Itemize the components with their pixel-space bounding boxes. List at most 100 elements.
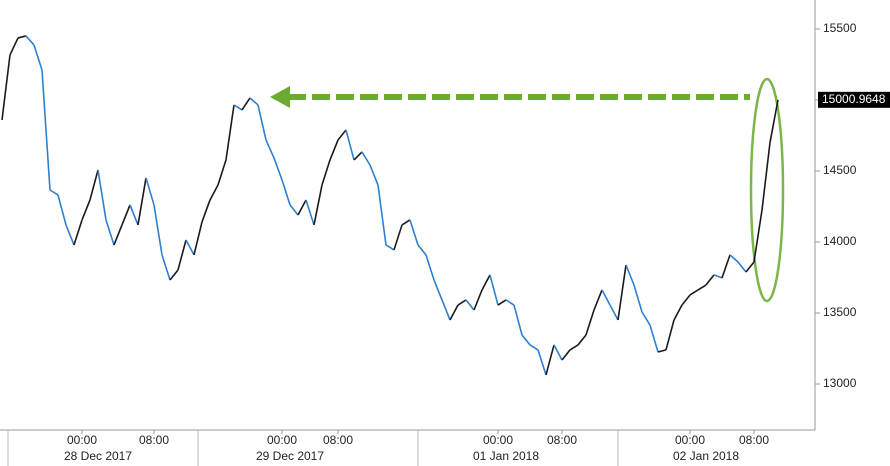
price-segment: [369, 164, 379, 186]
price-segment: [697, 284, 707, 291]
price-segment: [681, 294, 691, 306]
price-segment: [497, 299, 507, 306]
date-label: 28 Dec 2017: [64, 449, 132, 463]
price-segment: [169, 269, 179, 281]
price-segment: [649, 324, 659, 353]
price-segment: [17, 35, 27, 39]
price-segment: [137, 177, 147, 226]
price-segment: [89, 169, 99, 201]
price-segment: [353, 151, 363, 161]
price-segment: [65, 224, 75, 246]
price-segment: [81, 199, 91, 221]
price-segment: [241, 97, 251, 111]
price-segment: [537, 349, 547, 376]
price-segment: [417, 244, 427, 256]
price-segment: [505, 299, 515, 306]
x-tick-label: 08:00: [139, 433, 169, 447]
price-segment: [745, 261, 755, 273]
price-segment: [753, 209, 763, 263]
price-segment: [377, 184, 387, 246]
price-segment: [433, 279, 443, 301]
y-tick-label: 14000: [823, 234, 857, 248]
price-segment: [441, 299, 451, 321]
date-label: 01 Jan 2018: [473, 449, 539, 463]
price-segment: [761, 142, 771, 211]
price-segment: [121, 204, 131, 226]
price-segment: [185, 239, 195, 256]
price-segment: [73, 219, 83, 246]
price-segment: [489, 274, 499, 306]
price-segment: [289, 204, 299, 216]
last-value-box: [818, 91, 890, 108]
price-segment: [457, 299, 467, 306]
price-segment: [25, 35, 35, 46]
price-segment: [609, 304, 619, 321]
price-segment: [665, 319, 675, 351]
price-segment: [449, 304, 459, 321]
price-segment: [249, 97, 259, 106]
x-tick-label: 00:00: [267, 433, 297, 447]
price-segment: [113, 224, 123, 246]
price-segment: [273, 157, 283, 181]
price-segment: [481, 274, 491, 291]
x-tick-label: 08:00: [547, 433, 577, 447]
price-segment: [409, 219, 419, 246]
price-segment: [313, 184, 323, 226]
x-tick-label: 00:00: [67, 433, 97, 447]
price-segment: [305, 199, 315, 226]
price-segment: [129, 204, 139, 226]
y-tick-label: 14500: [823, 163, 857, 177]
price-segment: [297, 199, 307, 216]
price-segment: [97, 169, 107, 221]
price-segment: [633, 284, 643, 313]
price-segment: [257, 104, 267, 141]
price-segment: [585, 309, 595, 336]
price-segment: [33, 44, 43, 71]
price-segment: [361, 151, 371, 166]
price-segment: [545, 344, 555, 376]
price-segment: [425, 254, 435, 281]
price-segment: [337, 129, 347, 141]
price-segment: [705, 274, 715, 286]
price-segment: [641, 311, 651, 326]
price-segment: [625, 264, 635, 286]
x-tick-label: 08:00: [739, 433, 769, 447]
price-segment: [225, 104, 235, 161]
price-segment: [713, 274, 723, 279]
y-tick-label: 13000: [823, 376, 857, 390]
price-segment: [217, 159, 227, 186]
price-segment: [393, 224, 403, 251]
price-segment: [401, 219, 411, 226]
price-segment: [9, 37, 19, 56]
price-segment: [465, 299, 475, 311]
price-segment: [769, 99, 779, 143]
price-segment: [673, 304, 683, 321]
price-segment: [569, 344, 579, 351]
price-segment: [281, 179, 291, 206]
price-segment: [529, 344, 539, 351]
price-segment: [521, 334, 531, 346]
price-segment: [561, 349, 571, 361]
price-segment: [105, 219, 115, 246]
price-segment: [593, 289, 603, 311]
annotation-ellipse: [749, 77, 785, 303]
x-tick-label: 08:00: [323, 433, 353, 447]
price-segment: [657, 349, 667, 353]
day-separators: [7, 430, 619, 466]
price-segment: [201, 199, 211, 223]
price-segment: [513, 304, 523, 336]
x-tick-label: 00:00: [675, 433, 705, 447]
price-segment: [209, 184, 219, 201]
price-segment: [153, 204, 163, 256]
y-tick-label: 15500: [823, 21, 857, 35]
price-segment: [737, 261, 747, 273]
price-segment: [321, 159, 331, 186]
price-segment: [177, 239, 187, 271]
annotation-arrow: [270, 86, 750, 108]
price-segment: [345, 129, 355, 161]
price-segment: [233, 104, 243, 111]
price-segment: [385, 244, 395, 251]
price-segment: [145, 177, 155, 206]
price-segment: [57, 194, 67, 226]
